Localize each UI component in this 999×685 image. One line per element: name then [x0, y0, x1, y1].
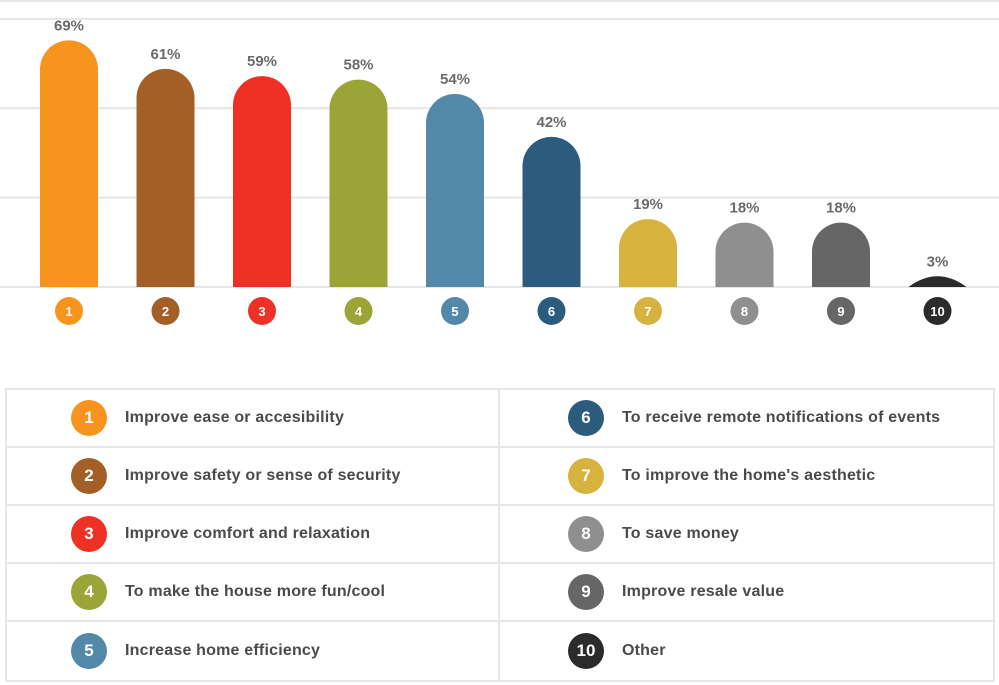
legend-label-2: Improve safety or sense of security	[125, 467, 401, 484]
legend-item-10: 10 Other	[500, 622, 993, 680]
category-badge-10	[923, 297, 952, 325]
bar-2	[136, 68, 195, 287]
legend-badge-2: 2	[71, 458, 107, 494]
category-label-9: 9	[837, 304, 844, 319]
legend-item-6: 6 To receive remote notifications of eve…	[500, 390, 993, 448]
category-label-3: 3	[258, 304, 265, 319]
legend-label-5: Increase home efficiency	[125, 642, 321, 659]
category-label-6: 6	[548, 304, 555, 319]
legend-table: 1 Improve ease or accesibility 6 To rece…	[5, 388, 995, 682]
category-badge-7	[634, 297, 662, 325]
bar-1	[40, 40, 98, 288]
bar-5	[426, 93, 484, 287]
legend-label-4: To make the house more fun/cool	[125, 583, 386, 600]
legend-badge-6: 6	[568, 400, 604, 436]
category-label-4: 4	[355, 304, 363, 319]
legend-label-9: Improve resale value	[622, 583, 785, 600]
legend-item-4: 4 To make the house more fun/cool	[7, 564, 500, 622]
legend-badge-3: 3	[71, 516, 107, 552]
value-label-10: 3%	[927, 253, 949, 270]
bar-6	[522, 136, 581, 287]
legend-item-2: 2 Improve safety or sense of security	[7, 448, 500, 506]
legend-label-7: To improve the home's aesthetic	[622, 467, 876, 484]
bar-9	[812, 222, 870, 287]
category-badge-3	[248, 297, 276, 325]
category-badge-8	[730, 297, 759, 325]
category-label-10: 10	[930, 304, 944, 319]
value-labels-layer: 69% 61% 59% 58% 54% 42% 19% 18% 18% 3%	[54, 17, 948, 270]
legend-label-10: Other	[622, 642, 666, 659]
legend-item-5: 5 Increase home efficiency	[7, 622, 500, 680]
legend-item-1: 1 Improve ease or accesibility	[7, 390, 500, 448]
bars-layer	[40, 40, 967, 288]
value-label-9: 18%	[826, 200, 856, 217]
category-badge-5	[441, 297, 469, 325]
legend-badge-4: 4	[71, 574, 107, 610]
legend-label-6: To receive remote notifications of event…	[622, 409, 941, 426]
category-label-8: 8	[741, 304, 748, 319]
category-badge-4	[344, 297, 373, 325]
category-badge-2	[151, 297, 180, 325]
value-label-4: 58%	[343, 57, 373, 74]
value-label-3: 59%	[247, 53, 277, 70]
legend-item-7: 7 To improve the home's aesthetic	[500, 448, 993, 506]
value-label-8: 18%	[729, 200, 759, 217]
legend-badge-10: 10	[568, 633, 604, 669]
legend-badge-7: 7	[568, 458, 604, 494]
value-label-1: 69%	[54, 17, 84, 34]
value-label-7: 19%	[633, 196, 663, 213]
legend-item-8: 8 To save money	[500, 506, 993, 564]
bar-4	[329, 79, 388, 288]
value-label-5: 54%	[440, 71, 470, 88]
category-badge-1	[55, 297, 83, 325]
legend-label-8: To save money	[622, 525, 740, 542]
category-badges-layer: 1 2 3 4 5 6 7 8 9 10	[55, 297, 952, 325]
bar-10	[908, 276, 967, 287]
legend-badge-8: 8	[568, 516, 604, 552]
legend-item-9: 9 Improve resale value	[500, 564, 993, 622]
legend-badge-9: 9	[568, 574, 604, 610]
value-label-6: 42%	[536, 114, 566, 131]
category-label-1: 1	[65, 304, 72, 319]
category-badge-6	[537, 297, 566, 325]
legend-item-3: 3 Improve comfort and relaxation	[7, 506, 500, 564]
category-badge-9	[827, 297, 855, 325]
category-label-5: 5	[451, 304, 458, 319]
category-label-2: 2	[162, 304, 169, 319]
legend-label-1: Improve ease or accesibility	[125, 409, 345, 426]
bar-8	[715, 222, 774, 287]
bar-7	[619, 219, 677, 287]
bar-3	[233, 76, 291, 287]
legend-badge-5: 5	[71, 633, 107, 669]
value-label-2: 61%	[150, 46, 180, 63]
category-label-7: 7	[644, 304, 651, 319]
legend-label-3: Improve comfort and relaxation	[125, 525, 371, 542]
legend-badge-1: 1	[71, 400, 107, 436]
